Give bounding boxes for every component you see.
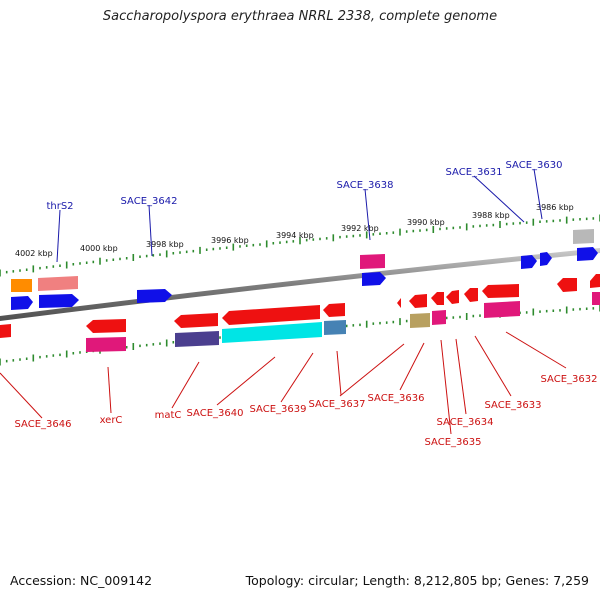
gene-arrow[interactable] <box>323 303 345 317</box>
gene-arrow[interactable] <box>175 331 219 347</box>
leader-line <box>533 168 543 220</box>
leader-line <box>0 372 43 419</box>
gene-arrow[interactable] <box>431 292 444 305</box>
gene-label-thrS2[interactable]: thrS2 <box>46 201 73 212</box>
gene-arrow[interactable] <box>86 319 126 333</box>
scale-labels: 4002 kbp 4000 kbp 3998 kbp 3996 kbp 3994… <box>15 203 574 258</box>
gene-arrow[interactable] <box>464 288 478 302</box>
scale-label: 4002 kbp <box>15 249 53 258</box>
forward-features <box>11 229 598 310</box>
gene-arrow[interactable] <box>362 272 386 286</box>
scale-label: 3998 kbp <box>146 240 184 249</box>
scale-label: 3988 kbp <box>472 211 510 220</box>
gene-arrow[interactable] <box>557 278 577 292</box>
leader-line <box>399 342 425 391</box>
gene-arrow[interactable] <box>446 290 459 304</box>
reverse-features <box>0 274 600 352</box>
gene-label-SACE_3642[interactable]: SACE_3642 <box>121 196 178 207</box>
reverse-labels: SACE_3646 xerC matC SACE_3640 SACE_3639 … <box>0 331 598 448</box>
gene-arrow[interactable] <box>324 320 346 335</box>
gene-arrow[interactable] <box>222 322 322 343</box>
gene-arrow[interactable] <box>397 298 401 308</box>
gene-arrow[interactable] <box>222 305 320 325</box>
gene-label-SACE_3630[interactable]: SACE_3630 <box>506 160 563 171</box>
map-title: Saccharopolyspora erythraea NRRL 2338, c… <box>102 9 498 24</box>
leader-line <box>474 335 512 397</box>
gene-arrow[interactable] <box>590 274 600 288</box>
accession-label: Accession: NC_009142 <box>10 573 153 588</box>
gene-label-SACE_3632[interactable]: SACE_3632 <box>541 374 598 385</box>
gene-arrow[interactable] <box>86 337 126 352</box>
leader-line <box>455 338 467 415</box>
leader-line <box>364 188 371 241</box>
gene-arrow[interactable] <box>592 292 600 305</box>
scale-label: 3986 kbp <box>536 203 574 212</box>
gene-arrow[interactable] <box>410 313 430 328</box>
gene-label-SACE_3633[interactable]: SACE_3633 <box>485 400 542 411</box>
leader-line <box>440 339 452 435</box>
gene-label-SACE_3638[interactable]: SACE_3638 <box>337 180 394 191</box>
leader-line <box>280 352 314 403</box>
genome-backbone <box>0 248 600 321</box>
scale-label: 3990 kbp <box>407 218 445 227</box>
gene-arrow[interactable] <box>432 310 446 325</box>
gene-label-SACE_3637[interactable]: SACE_3637 <box>309 399 366 410</box>
leader-line <box>336 350 342 396</box>
gene-arrow[interactable] <box>39 294 79 308</box>
leader-line <box>148 204 153 257</box>
gene-label-SACE_3639[interactable]: SACE_3639 <box>250 404 307 415</box>
gene-arrow[interactable] <box>573 229 594 244</box>
gene-arrow[interactable] <box>521 255 537 269</box>
gene-label-SACE_3635[interactable]: SACE_3635 <box>425 437 482 448</box>
gene-arrow[interactable] <box>11 296 33 310</box>
forward-labels: thrS2 SACE_3642 SACE_3638 SACE_3631 SACE… <box>46 160 563 263</box>
leader-line <box>107 366 112 414</box>
leader-line <box>339 343 405 397</box>
scale-label: 3996 kbp <box>211 236 249 245</box>
gene-label-SACE_3631[interactable]: SACE_3631 <box>446 167 503 178</box>
leader-line <box>216 356 276 406</box>
gene-arrow[interactable] <box>137 289 172 303</box>
gene-arrow[interactable] <box>174 313 218 328</box>
leader-line <box>505 331 567 369</box>
gene-arrow[interactable] <box>482 284 519 298</box>
gene-label-SACE_3646[interactable]: SACE_3646 <box>15 419 72 430</box>
gene-label-SACE_3636[interactable]: SACE_3636 <box>368 393 425 404</box>
gene-arrow[interactable] <box>577 247 598 261</box>
gene-label-matC[interactable]: matC <box>155 410 182 421</box>
leader-line <box>56 209 61 263</box>
gene-arrow[interactable] <box>484 301 520 318</box>
gene-arrow[interactable] <box>0 324 11 338</box>
gene-arrow[interactable] <box>38 276 78 291</box>
topology-info: Topology: circular; Length: 8,212,805 bp… <box>245 573 589 588</box>
gene-label-SACE_3634[interactable]: SACE_3634 <box>437 417 494 428</box>
scale-label: 4000 kbp <box>80 244 118 253</box>
gene-arrow[interactable] <box>11 279 32 292</box>
gene-arrow[interactable] <box>360 254 385 269</box>
gene-arrow[interactable] <box>540 252 552 266</box>
gene-label-xerC[interactable]: xerC <box>100 415 123 426</box>
leader-line <box>171 361 200 409</box>
gene-label-SACE_3640[interactable]: SACE_3640 <box>187 408 244 419</box>
scale-label: 3992 kbp <box>341 224 379 233</box>
scale-label: 3994 kbp <box>276 231 314 240</box>
gene-arrow[interactable] <box>409 294 427 308</box>
leader-line <box>473 175 525 223</box>
